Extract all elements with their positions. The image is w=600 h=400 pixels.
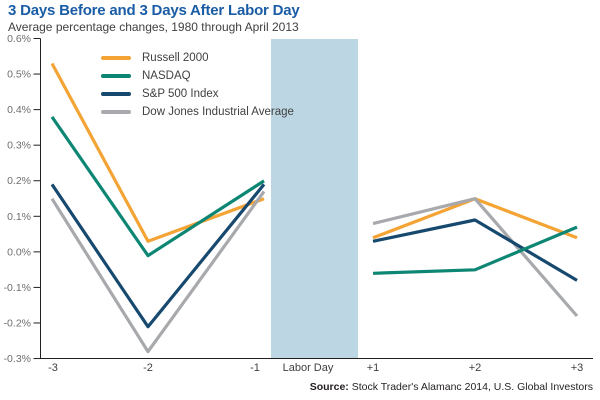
y-tick-label: -0.3%: [4, 353, 31, 365]
y-tick-label: 0.1%: [7, 211, 31, 223]
chart-legend: Russell 2000 NASDAQ S&P 500 Index Dow Jones…: [101, 49, 294, 121]
legend-swatch-icon: [101, 74, 131, 78]
legend-item: Dow Jones Industrial Average: [101, 103, 294, 121]
legend-item: Russell 2000: [101, 49, 294, 67]
x-tick-label: -1: [250, 362, 260, 374]
y-tick-label: 0.6%: [7, 33, 31, 45]
y-tick-label: -0.2%: [4, 317, 31, 329]
legend-item: S&P 500 Index: [101, 85, 294, 103]
legend-item: NASDAQ: [101, 67, 294, 85]
legend-label: S&P 500 Index: [142, 88, 219, 100]
x-tick-label: +2: [469, 362, 482, 374]
y-tick-label: 0.5%: [7, 69, 31, 81]
x-tick-label: +3: [571, 362, 584, 374]
series-line-s-p-500-index-after: [372, 218, 578, 282]
y-tick-label: 0.2%: [7, 175, 31, 187]
series-line-s-p-500-index-before: [50, 183, 266, 329]
series-line-dow-jones-industrial-average-after: [372, 197, 579, 318]
legend-label: NASDAQ: [142, 70, 191, 82]
source-label: Source:: [309, 381, 349, 393]
legend-label: Dow Jones Industrial Average: [142, 106, 294, 118]
source-note: Source: Stock Trader's Alamanc 2014, U.S…: [310, 381, 593, 393]
legend-label: Russell 2000: [142, 52, 209, 64]
x-tick-label: -3: [48, 362, 58, 374]
y-tick-label: -0.1%: [4, 282, 31, 294]
source-text: Stock Trader's Alamanc 2014, U.S. Global…: [348, 381, 593, 393]
page-title: 3 Days Before and 3 Days After Labor Day: [8, 2, 300, 19]
x-tick-label: +1: [367, 362, 380, 374]
y-tick-label: 0.3%: [7, 140, 31, 152]
y-tick-label: 0.4%: [7, 104, 31, 116]
labor-day-label: Labor Day: [283, 362, 334, 374]
legend-swatch-icon: [101, 56, 131, 60]
legend-swatch-icon: [101, 110, 131, 114]
legend-swatch-icon: [101, 92, 131, 96]
chart-subtitle: Average percentage changes, 1980 through…: [8, 20, 299, 34]
series-line-dow-jones-industrial-average-before: [50, 190, 266, 354]
series-line-nasdaq-after: [372, 225, 578, 275]
y-tick-label: 0.0%: [7, 246, 31, 258]
labor-day-band: [271, 39, 358, 359]
series-line-russell-2000-after: [372, 197, 578, 240]
series-line-nasdaq-before: [50, 115, 265, 258]
series-line-russell-2000-before: [50, 62, 265, 243]
x-tick-label: -2: [143, 362, 153, 374]
